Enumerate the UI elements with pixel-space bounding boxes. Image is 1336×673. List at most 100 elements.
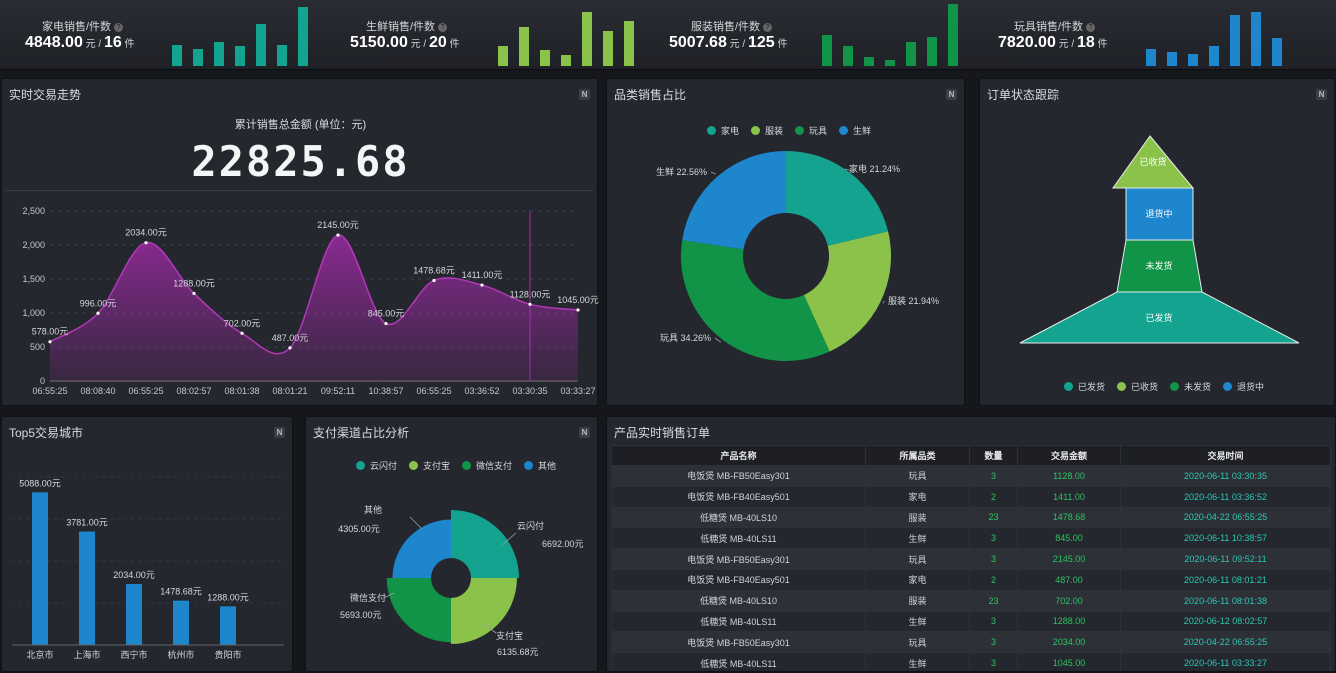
table-row[interactable]: 低糖煲 MB-40LS11 生鲜 3 1045.00 2020-06-11 03:33:… [611, 652, 1331, 671]
slice-label: 服装 21.94% [888, 295, 939, 306]
payment-rose-chart[interactable]: 云闪付6692.00元支付宝6135.68元微信支付5693.00元其他4305… [306, 417, 599, 673]
help-icon[interactable]: ? [438, 23, 448, 32]
data-point[interactable] [192, 291, 196, 296]
trend-chart[interactable]: 0 500 1,000 1,500 2,000 2,500 578.00元 06:55:25 9… [2, 79, 599, 407]
funnel-stage-returning[interactable] [1125, 187, 1194, 241]
table-row[interactable]: 电饭煲 MB-FB50Easy301 玩具 3 1128.00 2020-06-11 0… [611, 465, 1331, 487]
y-tick-label: 2,500 [22, 206, 45, 216]
help-icon[interactable]: ? [1086, 23, 1096, 32]
legend-item[interactable]: 生鲜 [839, 124, 871, 137]
kpi-bar [172, 45, 182, 66]
legend-item[interactable]: 服装 [751, 124, 783, 137]
city-bar[interactable] [79, 531, 95, 645]
column-header[interactable]: 交易时间 [1120, 445, 1331, 466]
x-tick-label: 06:55:25 [416, 386, 451, 396]
table-row[interactable]: 电饭煲 MB-FB40Easy501 家电 2 1411.00 2020-06-11 0… [611, 485, 1331, 508]
column-header[interactable]: 产品名称 [611, 445, 866, 466]
city-bar[interactable] [32, 492, 48, 645]
legend-item[interactable]: 云闪付 [356, 459, 397, 472]
rose-slice[interactable] [392, 519, 451, 578]
payment-legend[interactable]: 云闪付 支付宝 微信支付 其他 [356, 459, 556, 472]
table-row[interactable]: 电饭煲 MB-FB50Easy301 玩具 3 2034.00 2020-04-22 0… [611, 631, 1331, 654]
table-cell: 生鲜 [865, 527, 970, 550]
help-icon[interactable]: ? [114, 23, 124, 32]
data-point[interactable] [240, 331, 244, 335]
kpi-value: 5150.00 元 / 20 件 [350, 34, 460, 51]
legend-dot-icon [409, 461, 419, 470]
table-row[interactable]: 低糖煲 MB-40LS10 服装 23 702.00 2020-06-11 08:01:… [611, 589, 1331, 612]
column-header[interactable]: 所属品类 [865, 445, 970, 466]
data-point[interactable] [96, 311, 100, 315]
legend-label: 服装 [765, 126, 784, 136]
donut-slice[interactable] [682, 151, 786, 250]
data-point[interactable] [48, 340, 52, 344]
help-icon[interactable]: ? [763, 23, 773, 32]
funnel-label: 退货中 [1145, 208, 1172, 219]
panel-title: Top5交易城市 [9, 426, 84, 440]
legend-dot-icon [1223, 382, 1233, 391]
legend-item[interactable]: 家电 [707, 124, 739, 137]
x-tick-label: 03:30:35 [512, 386, 547, 396]
rose-slice[interactable] [451, 578, 517, 644]
table-row[interactable]: 电饭煲 MB-FB40Easy501 家电 2 487.00 2020-06-11 08… [611, 568, 1331, 591]
kpi-bar [193, 49, 203, 66]
data-point[interactable] [432, 278, 436, 283]
kpi-bar [843, 46, 853, 66]
table-row[interactable]: 低糖煲 MB-40LS11 生鲜 3 845.00 2020-06-11 10:38:5… [611, 527, 1331, 550]
column-header[interactable]: 交易金额 [1017, 445, 1121, 466]
panel-badge[interactable]: N [1316, 89, 1327, 100]
order-legend[interactable]: 已发货 已收货 未发货 退货中 [1064, 380, 1264, 393]
slice-leader-line [882, 300, 885, 304]
data-point[interactable] [288, 346, 292, 350]
category-donut-chart[interactable]: 家电 21.24% 服装 21.94% 玩具 34.26% 生鲜 22.56% [607, 79, 966, 407]
panel-badge[interactable]: N [579, 89, 590, 100]
rose-slice[interactable] [451, 510, 519, 578]
panel-badge[interactable]: N [946, 89, 957, 100]
table-cell: 23 [969, 506, 1018, 529]
city-bar[interactable] [126, 583, 142, 645]
x-tick-label: 03:33:27 [560, 386, 595, 396]
legend-item[interactable]: 支付宝 [409, 459, 450, 472]
legend-item[interactable]: 未发货 [1170, 380, 1211, 393]
city-bar[interactable] [220, 606, 236, 645]
legend-dot-icon [707, 126, 716, 135]
panel-badge[interactable]: N [274, 427, 285, 438]
panel-badge[interactable]: N [579, 427, 590, 438]
order-funnel-chart[interactable]: 已收货 退货中 未发货 已发货 [980, 79, 1336, 407]
table-row[interactable]: 低糖煲 MB-40LS11 生鲜 3 1288.00 2020-06-12 08:02:… [611, 610, 1331, 633]
data-point[interactable] [336, 233, 340, 237]
table-cell: 3 [969, 652, 1018, 671]
rose-slice[interactable] [386, 578, 451, 643]
legend-item[interactable]: 其他 [524, 459, 556, 472]
city-bar[interactable] [173, 600, 189, 645]
legend-item[interactable]: 退货中 [1223, 380, 1264, 393]
x-tick-label: 09:52:11 [321, 386, 355, 396]
kpi-value: 4848.00 元 / 16 件 [25, 34, 135, 51]
table-row[interactable]: 电饭煲 MB-FB50Easy301 玩具 3 2145.00 2020-06-11 0… [611, 548, 1331, 570]
legend-item[interactable]: 已收货 [1117, 380, 1158, 393]
legend-label: 家电 [721, 126, 740, 136]
legend-item[interactable]: 玩具 [795, 124, 827, 137]
legend-label: 已发货 [1078, 382, 1106, 392]
table-row[interactable]: 低糖煲 MB-40LS10 服装 23 1478.68 2020-04-22 06:55… [611, 506, 1331, 529]
table-cell: 1288.00 [1017, 610, 1121, 633]
data-point[interactable] [384, 321, 388, 326]
legend-label: 退货中 [1237, 382, 1265, 392]
data-point[interactable] [528, 302, 532, 306]
legend-item[interactable]: 微信支付 [462, 459, 512, 472]
slice-leader-line [409, 516, 423, 530]
donut-slice[interactable] [803, 231, 891, 352]
table-cell: 服装 [865, 506, 970, 529]
data-point[interactable] [480, 283, 484, 287]
funnel-stage-shipped[interactable] [1019, 291, 1300, 344]
legend-label: 支付宝 [423, 461, 451, 471]
data-point[interactable] [144, 241, 148, 245]
divider [6, 190, 593, 191]
category-legend[interactable]: 家电 服装 玩具 生鲜 [707, 124, 871, 137]
donut-slice[interactable] [786, 151, 889, 246]
legend-item[interactable]: 已发货 [1064, 380, 1105, 393]
column-header[interactable]: 数量 [969, 445, 1018, 466]
data-point[interactable] [576, 308, 580, 312]
donut-slice[interactable] [681, 239, 830, 362]
